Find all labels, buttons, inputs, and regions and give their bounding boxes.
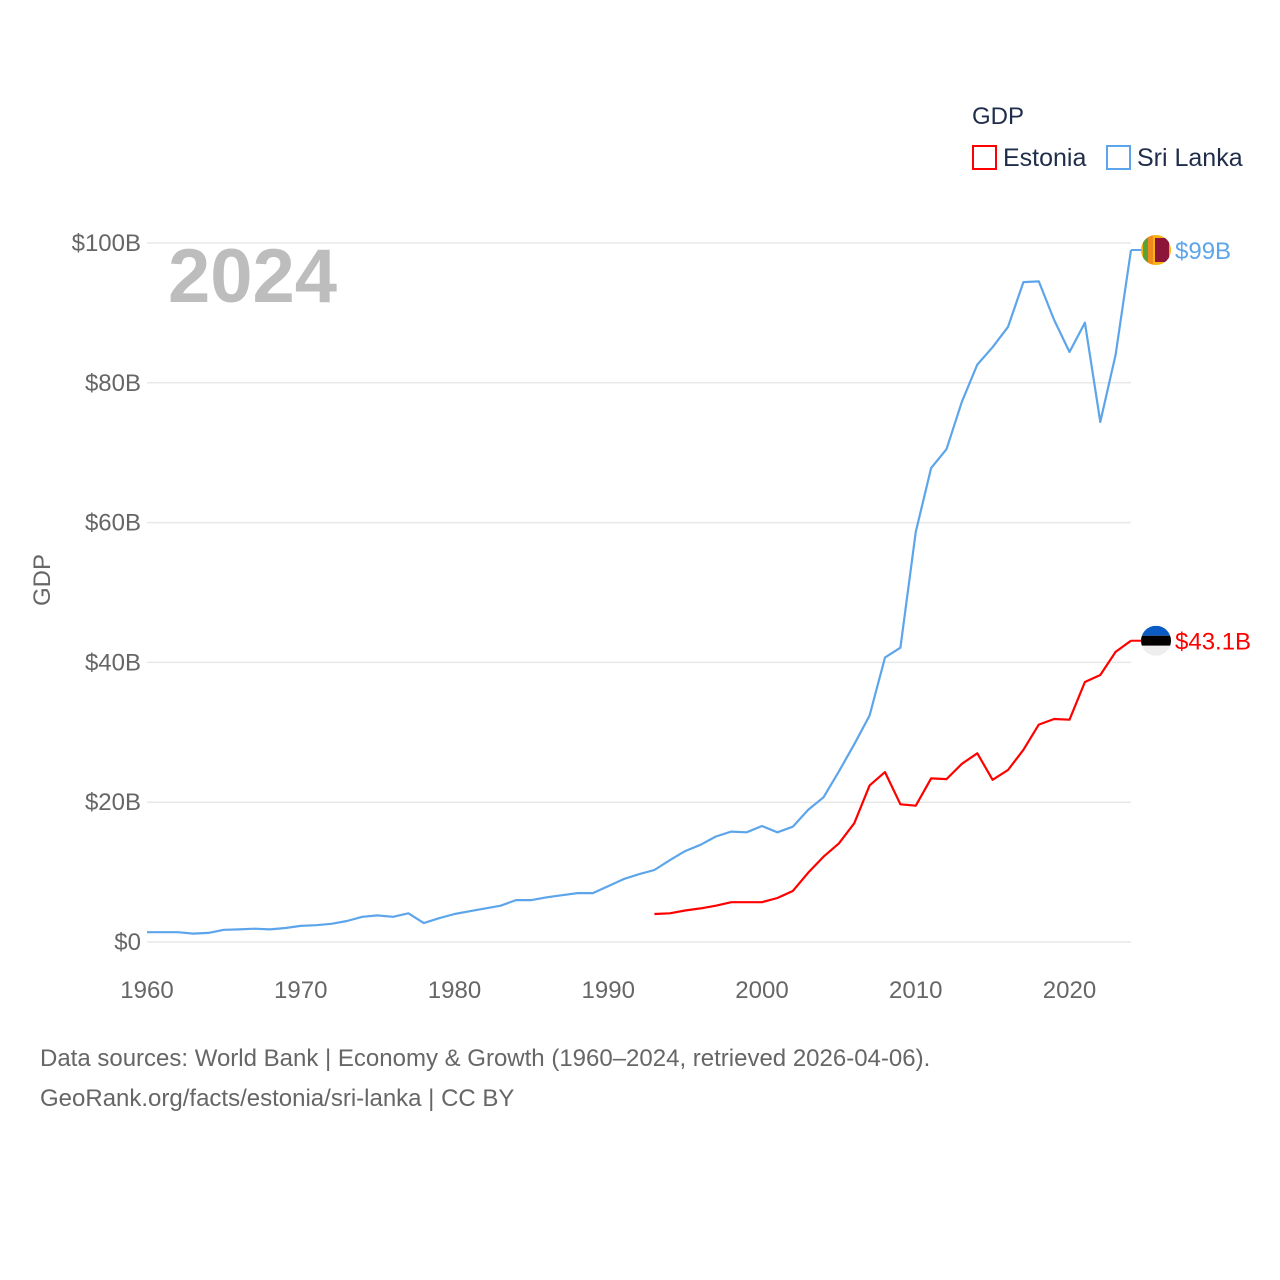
y-tick-label: $40B <box>85 649 141 676</box>
legend-label-sri-lanka[interactable]: Sri Lanka <box>1137 144 1243 172</box>
x-tick-label: 1970 <box>274 977 327 1004</box>
legend[interactable]: GDP Estonia Sri Lanka <box>972 103 1243 172</box>
series-end-markers: $43.1B $99B <box>1131 234 1251 656</box>
sri-lanka-flag-icon <box>1141 234 1171 265</box>
y-tick-label: $80B <box>85 370 141 397</box>
y-tick-label: $100B <box>72 230 141 257</box>
x-tick-label: 2020 <box>1043 977 1096 1004</box>
attribution-text: GeoRank.org/facts/estonia/sri-lanka | CC… <box>40 1085 515 1112</box>
y-tick-label: $0 <box>114 929 141 956</box>
x-tick-label: 1980 <box>428 977 481 1004</box>
legend-swatch-sri-lanka <box>1106 145 1131 170</box>
x-tick-label: 1960 <box>120 977 173 1004</box>
y-tick-label: $60B <box>85 510 141 537</box>
end-value-label: $99B <box>1175 238 1231 265</box>
x-tick-label: 2010 <box>889 977 942 1004</box>
legend-title: GDP <box>972 103 1024 130</box>
series-lines <box>147 249 1133 935</box>
legend-label-estonia[interactable]: Estonia <box>1003 144 1086 172</box>
end-value-label: $43.1B <box>1175 629 1251 656</box>
x-tick-label: 2000 <box>735 977 788 1004</box>
y-axis-ticks: $0 $20B $40B $60B $80B $100B <box>72 230 141 956</box>
data-sources-text: Data sources: World Bank | Economy & Gro… <box>40 1045 931 1072</box>
y-axis-label: GDP <box>29 554 56 606</box>
year-label: 2024 <box>168 234 337 319</box>
y-tick-label: $20B <box>85 789 141 816</box>
estonia-flag-icon <box>1141 625 1171 656</box>
series-line-estonia <box>654 639 1132 916</box>
x-axis-ticks: 1960 1970 1980 1990 2000 2010 2020 <box>120 977 1096 1004</box>
x-tick-label: 1990 <box>582 977 635 1004</box>
series-line-sri-lanka <box>147 249 1133 935</box>
legend-swatch-estonia <box>972 145 997 170</box>
grid <box>147 242 1131 943</box>
